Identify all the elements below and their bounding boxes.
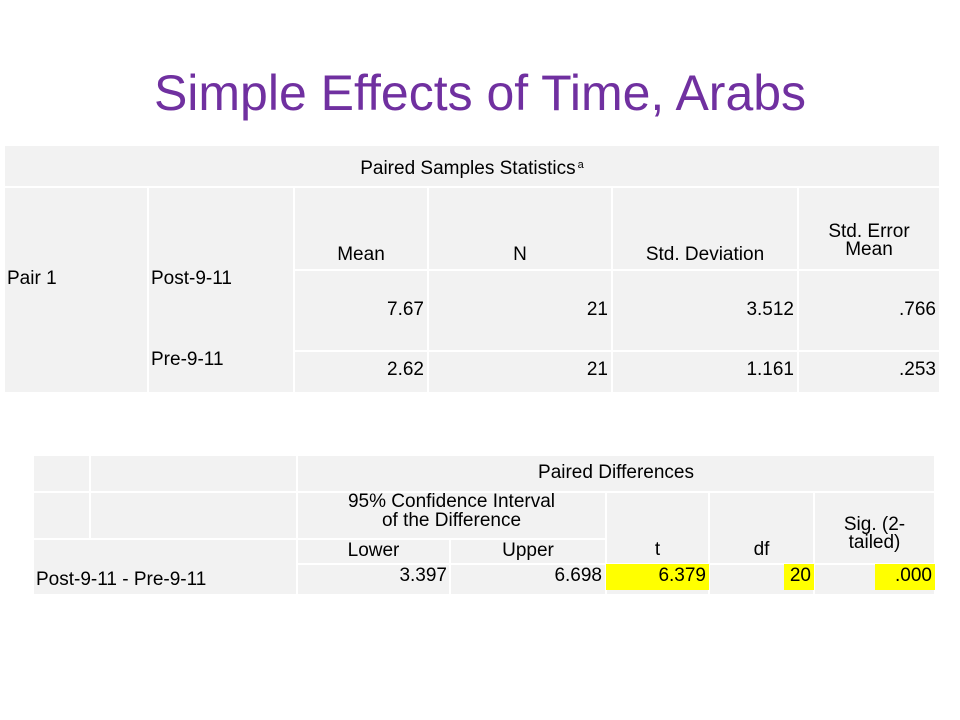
value-post-n: 21	[586, 299, 608, 320]
diff-empty-a1	[33, 455, 90, 492]
ci-header: 95% Confidence Interval of the Differenc…	[297, 492, 606, 530]
row-label-post: Post-9-11	[151, 268, 232, 289]
diff-caption-cell	[297, 455, 935, 492]
ci-header-cell	[297, 492, 606, 539]
header-n: N	[513, 244, 527, 265]
header-mean-cell	[294, 187, 428, 270]
diff-caption: Paired Differences	[538, 462, 694, 483]
header-std-err-line1: Std. Error	[828, 221, 910, 242]
cell-post-n	[428, 270, 612, 351]
header-df: df	[753, 539, 770, 560]
header-std-err-cell	[798, 187, 940, 270]
cell-pre-mean	[294, 351, 428, 393]
cell-post-std-err	[798, 270, 940, 351]
header-upper: Upper	[502, 540, 554, 561]
header-upper-cell	[450, 539, 606, 564]
highlight-sig	[875, 564, 935, 590]
highlight-t	[606, 564, 709, 590]
value-post-mean: 7.67	[387, 299, 424, 320]
row-label-pre: Pre-9-11	[151, 349, 224, 370]
value-post-std-dev: 3.512	[746, 299, 794, 320]
cell-pre-std-dev	[612, 351, 798, 393]
header-mean: Mean	[337, 244, 385, 265]
value-sig: .000	[895, 565, 932, 586]
header-std-dev: Std. Deviation	[645, 244, 765, 265]
stats-caption-footnote: a	[577, 159, 584, 171]
header-df-cell	[709, 492, 814, 564]
pair-label: Pair 1	[7, 268, 57, 289]
cell-upper	[450, 564, 606, 595]
highlight-df	[784, 564, 814, 590]
header-std-err: Std. Error Mean	[798, 221, 940, 260]
diff-empty-b1	[90, 455, 297, 492]
value-pre-std-dev: 1.161	[746, 359, 794, 380]
diff-empty-b2	[90, 492, 297, 539]
ci-header-line2: of the Difference	[381, 510, 522, 531]
pair-column-cell	[4, 187, 148, 393]
ci-header-line1: 95% Confidence Interval	[347, 491, 555, 512]
diff-row-label: Post-9-11 - Pre-9-11	[36, 569, 207, 590]
stats-caption-cell	[4, 145, 940, 187]
cell-lower	[297, 564, 450, 595]
header-sig-cell	[814, 492, 935, 564]
stats-caption: Paired Samples Statistics a	[360, 158, 584, 179]
diff-row-label-cell	[33, 539, 297, 595]
slide-title: Simple Effects of Time, Arabs	[153, 65, 807, 121]
header-sig-line2: tailed)	[848, 532, 901, 553]
value-lower: 3.397	[399, 565, 447, 586]
value-pre-mean: 2.62	[387, 359, 424, 380]
value-t: 6.379	[658, 565, 706, 586]
value-post-std-err: .766	[899, 299, 936, 320]
value-df: 20	[789, 565, 811, 586]
header-t: t	[654, 539, 661, 560]
cell-post-std-dev	[612, 270, 798, 351]
row-label-column-cell	[148, 187, 294, 393]
diff-empty-a2	[33, 492, 90, 539]
cell-pre-std-err	[798, 351, 940, 393]
header-n-cell	[428, 187, 612, 270]
value-upper: 6.698	[554, 565, 602, 586]
header-lower: Lower	[347, 540, 400, 561]
header-std-dev-cell	[612, 187, 798, 270]
value-pre-std-err: .253	[899, 359, 936, 380]
header-std-err-line2: Mean	[845, 239, 893, 260]
header-t-cell	[606, 492, 709, 564]
cell-post-mean	[294, 270, 428, 351]
value-pre-n: 21	[586, 359, 608, 380]
cell-pre-n	[428, 351, 612, 393]
header-sig-line1: Sig. (2-	[843, 514, 906, 535]
header-lower-cell	[297, 539, 450, 564]
header-sig: Sig. (2- tailed)	[814, 514, 935, 553]
